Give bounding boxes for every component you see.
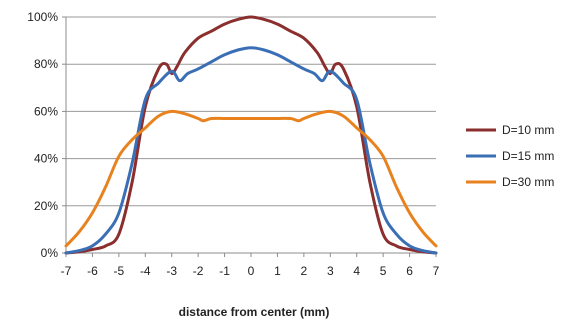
- x-tick-label-7: 0: [248, 264, 255, 278]
- y-tick-label-1: 20%: [34, 199, 58, 213]
- series-line-0: [64, 15, 438, 255]
- y-tick-label-3: 60%: [34, 104, 58, 118]
- x-tick-label-13: 6: [406, 264, 413, 278]
- y-tick-label-0: 0%: [41, 246, 59, 260]
- x-tick-label-1: -6: [87, 264, 98, 278]
- x-tick-label-10: 3: [327, 264, 334, 278]
- series-line-1: [64, 46, 438, 255]
- x-tick-label-4: -3: [166, 264, 177, 278]
- y-tick-label-4: 80%: [34, 57, 58, 71]
- y-tick-label-2: 40%: [34, 152, 58, 166]
- x-tick-label-2: -5: [114, 264, 125, 278]
- series-line-2: [64, 109, 438, 248]
- legend-label-1: D=15 mm: [502, 149, 554, 163]
- x-tick-label-6: -1: [219, 264, 230, 278]
- x-tick-label-8: 1: [274, 264, 281, 278]
- y-tick-label-5: 100%: [27, 10, 58, 24]
- series-lines: [64, 15, 438, 255]
- x-tick-label-14: 7: [433, 264, 440, 278]
- axes: [62, 16, 437, 257]
- legend-label-0: D=10 mm: [502, 123, 554, 137]
- x-axis-title: distance from center (mm): [179, 305, 330, 319]
- grid-lines: [66, 16, 436, 207]
- x-tick-label-11: 4: [353, 264, 360, 278]
- legend: D=10 mm D=15 mm D=30 mm: [466, 123, 554, 189]
- x-tick-label-3: -4: [140, 264, 151, 278]
- legend-label-2: D=30 mm: [502, 175, 554, 189]
- x-tick-label-5: -2: [193, 264, 204, 278]
- x-tick-labels: -7 -6 -5 -4 -3 -2 -1 0 1 2 3 4 5 6 7: [61, 264, 440, 278]
- x-tick-label-12: 5: [380, 264, 387, 278]
- y-tick-labels: 0% 20% 40% 60% 80% 100%: [27, 10, 58, 260]
- x-tick-label-0: -7: [61, 264, 72, 278]
- x-tick-label-9: 2: [301, 264, 308, 278]
